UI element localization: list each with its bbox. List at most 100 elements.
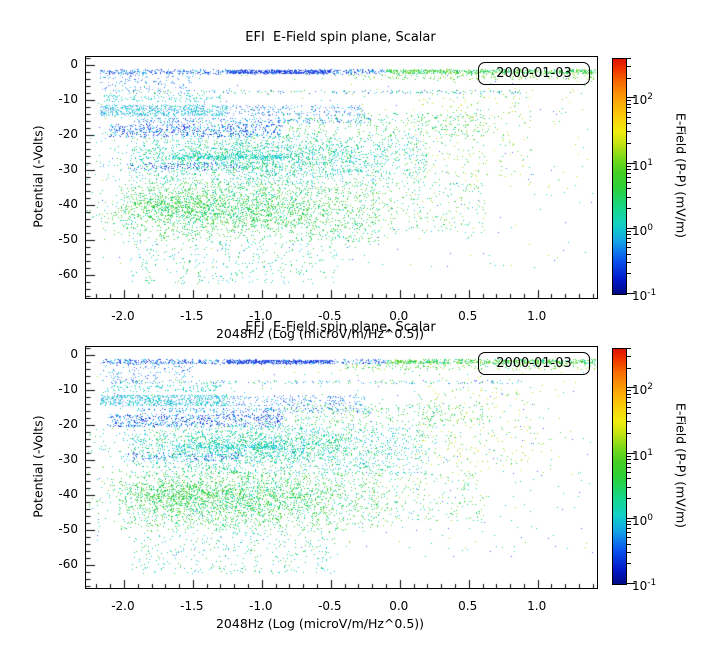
y-tick-label: -40: [58, 196, 78, 211]
colorbar-tick-label: 100: [632, 222, 654, 238]
x-tick-label: 0.5: [458, 599, 478, 613]
colorbar: [612, 348, 627, 585]
colorbar-tick: [627, 77, 631, 79]
colorbar-tick: [627, 432, 631, 434]
colorbar-tick-label: 102: [632, 92, 654, 108]
colorbar-tick: [627, 227, 635, 229]
colorbar-tick: [627, 107, 631, 109]
colorbar-tick: [627, 406, 631, 408]
colorbar-tick: [627, 103, 631, 105]
colorbar-tick: [627, 520, 631, 522]
colorbar-tick: [627, 253, 631, 255]
colorbar-tick: [627, 458, 631, 460]
x-tick-label: -1.0: [249, 599, 273, 613]
x-tick-label: -0.5: [318, 599, 342, 613]
colorbar-tick: [627, 367, 631, 369]
plot-area: [85, 56, 598, 299]
colorbar-tick: [627, 543, 631, 545]
y-tick-label: -10: [58, 92, 78, 107]
x-axis-label: 2048Hz (Log (microV/m/Hz^0.5)): [215, 616, 425, 631]
colorbar-tick: [627, 247, 631, 249]
colorbar-tick: [627, 123, 631, 125]
colorbar-tick: [627, 563, 631, 565]
colorbar-tick: [627, 172, 631, 174]
colorbar-tick: [627, 182, 631, 184]
plot-area: [85, 346, 598, 589]
colorbar-tick: [627, 242, 631, 244]
y-tick-label: -20: [58, 127, 78, 141]
colorbar-tick: [627, 356, 631, 358]
colorbar-tick: [627, 466, 631, 468]
panel-bottom: EFI E-Field spin plane, Scalar Potential…: [0, 290, 724, 656]
colorbar-tick: [627, 478, 631, 480]
colorbar-tick: [627, 142, 631, 144]
panel-top: EFI E-Field spin plane, Scalar Potential…: [31, 30, 689, 341]
colorbar-tick: [627, 551, 631, 553]
date-annotation-box: 2000-01-03: [478, 62, 590, 85]
colorbar-tick: [627, 165, 631, 167]
y-tick-label: -40: [58, 486, 78, 501]
y-tick-label: -30: [58, 451, 78, 466]
scatter-canvas: [86, 57, 597, 298]
plot-title: EFI E-Field spin plane, Scalar: [245, 320, 436, 335]
x-tick-label: 0.0: [389, 599, 409, 613]
colorbar-tick: [627, 527, 631, 529]
y-tick-label: -50: [58, 521, 78, 536]
colorbar-tick: [627, 387, 635, 389]
colorbar-tick: [627, 273, 631, 275]
colorbar: [612, 58, 627, 295]
colorbar-tick: [627, 230, 631, 232]
colorbar-tick: [627, 66, 631, 68]
plot-title: EFI E-Field spin plane, Scalar: [245, 30, 436, 45]
x-tick-label: -1.5: [180, 599, 204, 613]
colorbar-tick: [627, 348, 631, 349]
colorbar-tick-label: 100: [632, 512, 654, 528]
colorbar-tick: [627, 390, 631, 392]
colorbar-tick: [627, 188, 631, 190]
colorbar-label: E-Field (P-P) (mV/m): [673, 402, 689, 529]
x-tick-label: -1.0: [249, 309, 273, 323]
colorbar-tick: [627, 261, 631, 263]
x-tick-label: 1.0: [527, 309, 547, 323]
x-tick-label: -2.0: [111, 599, 135, 613]
y-tick-label: -50: [58, 231, 78, 246]
date-annotation-box: 2000-01-03: [478, 352, 590, 375]
colorbar-tick: [627, 100, 631, 102]
colorbar-tick: [627, 58, 631, 59]
colorbar-tick: [627, 97, 635, 99]
colorbar-tick: [627, 455, 631, 457]
colorbar-ticks: [627, 58, 636, 294]
colorbar-tick: [627, 517, 635, 519]
colorbar-tick-label: 10-1: [632, 288, 657, 303]
y-tick-label: -60: [58, 556, 78, 571]
colorbar-tick: [627, 116, 631, 118]
x-tick-label: -2.0: [111, 309, 135, 323]
colorbar-label: E-Field (P-P) (mV/m): [673, 112, 689, 239]
scatter-canvas: [86, 347, 597, 588]
y-tick-label: 0: [70, 347, 78, 362]
colorbar-tick: [627, 176, 631, 178]
colorbar-tick: [627, 486, 631, 488]
y-tick-label: -60: [58, 266, 78, 281]
x-axis-label: 2048Hz (Log (microV/m/Hz^0.5)): [215, 326, 425, 341]
colorbar-tick-label: 10-1: [632, 578, 657, 593]
colorbar-tick: [627, 397, 631, 399]
x-tick-label: -0.5: [318, 309, 342, 323]
y-tick-label: 0: [70, 57, 78, 72]
colorbar-tick-label: 101: [632, 157, 654, 173]
colorbar-tick-label: 102: [632, 382, 654, 398]
colorbar-tick: [627, 413, 631, 415]
colorbar-tick: [627, 532, 631, 534]
colorbar-tick: [627, 293, 635, 294]
colorbar-tick: [627, 131, 631, 133]
colorbar-ticks: [627, 348, 636, 584]
colorbar-tick: [627, 393, 631, 395]
colorbar-tick: [627, 421, 631, 423]
colorbar-tick: [627, 168, 631, 170]
colorbar-tick-label: 101: [632, 447, 654, 463]
colorbar-tick: [627, 111, 631, 113]
colorbar-tick: [627, 162, 635, 164]
colorbar-tick: [627, 452, 635, 454]
x-tick-label: 0.0: [389, 309, 409, 323]
colorbar-tick: [627, 208, 631, 210]
